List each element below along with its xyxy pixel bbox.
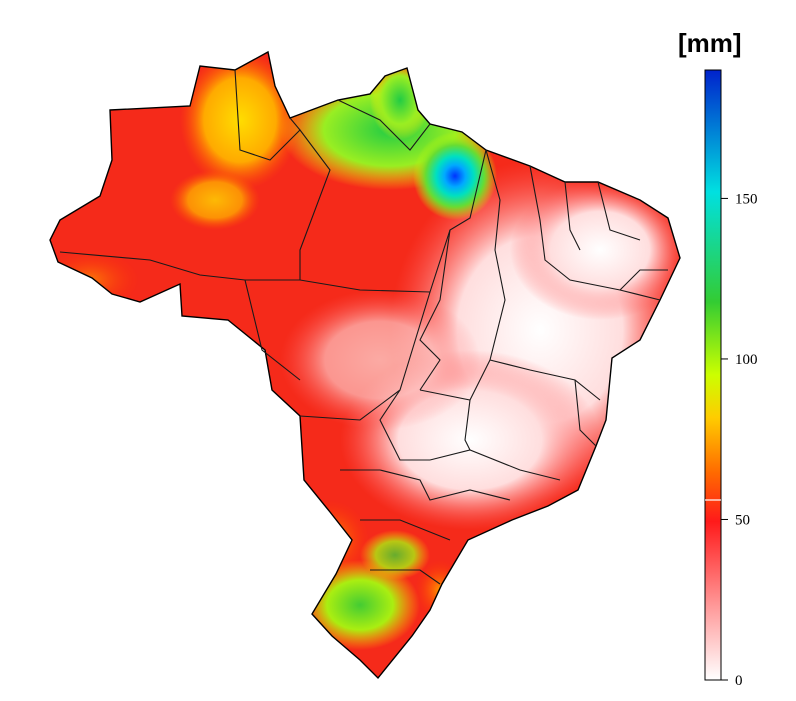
- legend-unit-label: [mm]: [678, 28, 742, 58]
- legend-tick-label-150: 150: [735, 191, 758, 207]
- legend-tick-label-100: 100: [735, 352, 758, 368]
- state-borders: [59, 69, 668, 585]
- legend-tick-label-50: 50: [735, 512, 750, 528]
- color-scale-bar: [704, 69, 722, 681]
- color-scale-ticks: 0 50 100 150: [721, 191, 758, 689]
- color-scale: 0 50 100 150: [704, 69, 758, 689]
- legend-tick-label-0: 0: [735, 673, 743, 689]
